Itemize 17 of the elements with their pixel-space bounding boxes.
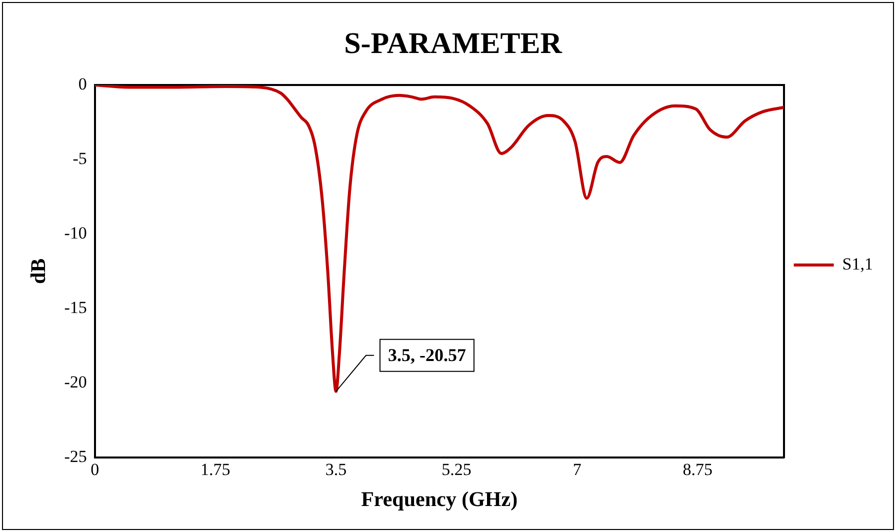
x-tick-label: 3.5	[325, 460, 347, 480]
x-tick-label: 0	[90, 460, 100, 480]
chart-title: S-PARAMETER	[344, 26, 562, 60]
x-tick-label: 7	[572, 460, 582, 480]
y-tick-label: -15	[64, 298, 87, 317]
y-tick-label: -10	[64, 223, 87, 242]
y-axis-title: dB	[26, 258, 50, 284]
x-tick-label: 8.75	[682, 460, 713, 480]
legend-label: S1,1	[842, 254, 874, 274]
y-tick-label: -20	[64, 372, 87, 392]
y-tick-label: 0	[78, 74, 87, 94]
y-tick-label: -5	[72, 148, 87, 168]
x-axis-title: Frequency (GHz)	[361, 486, 518, 511]
y-tick-label: -25	[64, 446, 87, 466]
annotation: 3.5, -20.57	[388, 345, 466, 366]
x-tick-label: 1.75	[200, 460, 230, 480]
x-tick-label: 5.25	[442, 460, 472, 480]
